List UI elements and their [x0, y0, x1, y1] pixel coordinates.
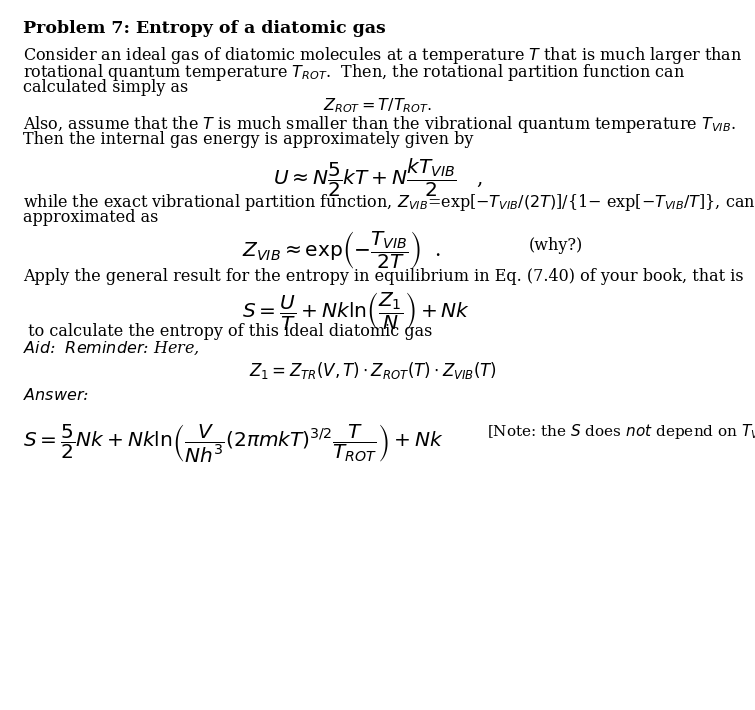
- Text: while the exact vibrational partition function, $Z_{VIB}$=exp[$-T_{VIB}/(2T)$]/{: while the exact vibrational partition fu…: [23, 192, 755, 213]
- Text: Consider an ideal gas of diatomic molecules at a temperature $T$ that is much la: Consider an ideal gas of diatomic molecu…: [23, 45, 742, 66]
- Text: Apply the general result for the entropy in equilibrium in Eq. (7.40) of your bo: Apply the general result for the entropy…: [23, 268, 743, 285]
- Text: rotational quantum temperature $T_{ROT}$.  Then, the rotational partition functi: rotational quantum temperature $T_{ROT}$…: [23, 62, 685, 83]
- Text: Then the internal gas energy is approximately given by: Then the internal gas energy is approxim…: [23, 131, 473, 148]
- Text: (why?): (why?): [528, 237, 583, 254]
- Text: [Note: the $S$ does $\mathit{not}$ depend on $T_{VIB}$!]: [Note: the $S$ does $\mathit{not}$ depen…: [487, 422, 755, 441]
- Text: $Answer$:: $Answer$:: [23, 387, 89, 404]
- Text: $Z_{VIB} \approx \exp\!\left(-\dfrac{T_{VIB}}{2T}\right)$  .: $Z_{VIB} \approx \exp\!\left(-\dfrac{T_{…: [242, 229, 440, 271]
- Text: $S = \dfrac{U}{T} + Nk\ln\!\left(\dfrac{Z_1}{N}\right) + Nk$: $S = \dfrac{U}{T} + Nk\ln\!\left(\dfrac{…: [242, 290, 470, 332]
- Text: $Aid$:  $Reminder$: Here,: $Aid$: $Reminder$: Here,: [23, 340, 199, 357]
- Text: $Z_{ROT}{=}T/T_{ROT}.$: $Z_{ROT}{=}T/T_{ROT}.$: [323, 97, 432, 115]
- Text: $Z_1 = Z_{TR}(V,T)\cdot Z_{ROT}(T)\cdot Z_{VIB}(T)$: $Z_1 = Z_{TR}(V,T)\cdot Z_{ROT}(T)\cdot …: [249, 360, 498, 381]
- Text: Problem 7: Entropy of a diatomic gas: Problem 7: Entropy of a diatomic gas: [23, 20, 385, 37]
- Text: $U \approx N\dfrac{5}{2}kT + N\dfrac{kT_{VIB}}{2}$   ,: $U \approx N\dfrac{5}{2}kT + N\dfrac{kT_…: [273, 156, 482, 199]
- Text: Also, assume that the $T$ is much smaller than the vibrational quantum temperatu: Also, assume that the $T$ is much smalle…: [23, 114, 735, 135]
- Text: approximated as: approximated as: [23, 209, 158, 226]
- Text: $S = \dfrac{5}{2}Nk + Nk\ln\!\left(\dfrac{V}{Nh^3}(2\pi mkT)^{3/2}\dfrac{T}{T_{R: $S = \dfrac{5}{2}Nk + Nk\ln\!\left(\dfra…: [23, 422, 443, 464]
- Text: calculated simply as: calculated simply as: [23, 79, 188, 96]
- Text: to calculate the entropy of this ideal diatomic gas: to calculate the entropy of this ideal d…: [23, 323, 432, 340]
